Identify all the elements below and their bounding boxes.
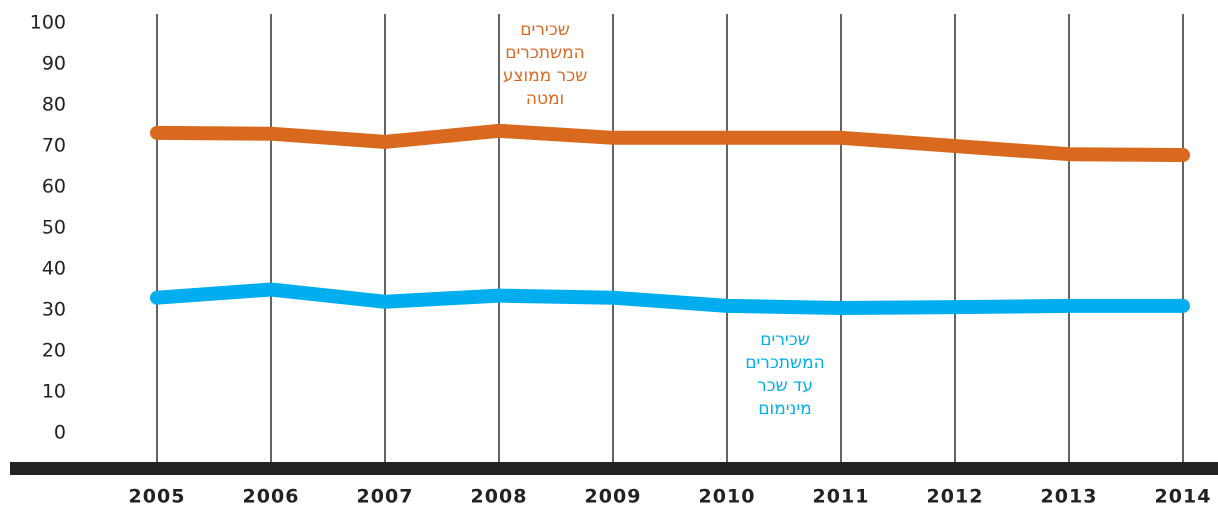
x-tick-label: 2008: [471, 486, 528, 508]
series-label: שכירים: [520, 20, 570, 40]
y-tick-label: 100: [30, 12, 66, 34]
x-tick-label: 2007: [357, 486, 414, 508]
x-tick-label: 2010: [699, 486, 756, 508]
series-label: שכירים: [760, 330, 810, 350]
y-tick-label: 40: [42, 258, 66, 280]
y-tick-label: 0: [54, 422, 66, 444]
y-tick-label: 90: [42, 53, 66, 75]
series-line: [150, 123, 1190, 163]
series-label: המשתכרים: [505, 43, 585, 63]
x-tick-label: 2014: [1155, 486, 1212, 508]
series-label: שכר ממוצע: [503, 66, 588, 86]
y-tick-label: 20: [42, 340, 66, 362]
x-axis-bar: [10, 462, 1218, 475]
y-tick-label: 70: [42, 135, 66, 157]
y-tick-label: 60: [42, 176, 66, 198]
y-tick-label: 10: [42, 381, 66, 403]
series-label: המשתכרים: [745, 353, 825, 373]
y-tick-label: 80: [42, 94, 66, 116]
x-tick-label: 2012: [927, 486, 984, 508]
series-label: ומטה: [526, 89, 564, 109]
x-tick-label: 2011: [813, 486, 870, 508]
series-line: [150, 282, 1190, 315]
series-label: מינימום: [758, 399, 811, 419]
x-tick-label: 2009: [585, 486, 642, 508]
x-tick-label: 2006: [243, 486, 300, 508]
x-tick-label: 2013: [1041, 486, 1098, 508]
x-tick-label: 2005: [129, 486, 186, 508]
series-label: עד שכר: [757, 376, 813, 396]
y-tick-label: 30: [42, 299, 66, 321]
y-tick-label: 50: [42, 217, 66, 239]
